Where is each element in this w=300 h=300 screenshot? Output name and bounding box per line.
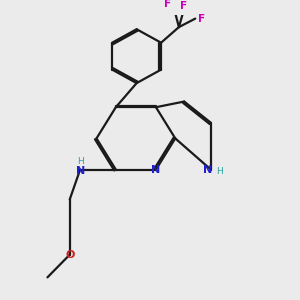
Text: F: F [164,0,172,9]
Text: F: F [198,14,206,24]
Text: O: O [65,250,74,260]
Text: H: H [217,167,223,176]
Text: N: N [203,165,212,175]
Text: N: N [76,166,85,176]
Text: F: F [180,1,187,11]
Text: N: N [151,165,160,175]
Text: H: H [77,157,83,166]
